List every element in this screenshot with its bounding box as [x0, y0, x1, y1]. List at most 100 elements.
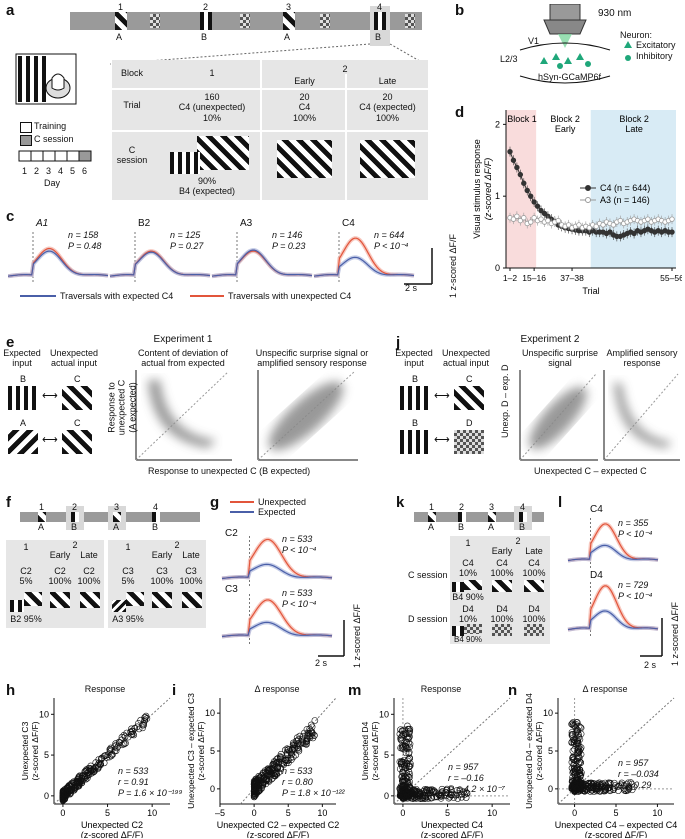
data-point	[256, 780, 264, 788]
stim	[152, 592, 172, 608]
y-tick-label: 0	[44, 791, 49, 801]
stim	[524, 624, 544, 636]
data-point	[428, 787, 435, 795]
trace-n: n = 125	[170, 230, 201, 240]
unexpected-sem-band	[8, 246, 109, 279]
data-point	[458, 790, 466, 798]
data-point	[311, 717, 319, 724]
data-point	[514, 213, 520, 219]
panel-a-label: a	[6, 2, 15, 19]
data-point	[517, 171, 524, 178]
c-cell: C4 10%	[458, 558, 477, 579]
data-point	[521, 180, 527, 186]
y-axis-label: (z-scored ΔF/F)	[534, 721, 544, 780]
stim	[71, 512, 79, 522]
data-point	[405, 773, 412, 781]
data-point	[295, 736, 302, 743]
data-point	[615, 782, 623, 790]
neuron-legend-excitatory: Excitatory	[636, 40, 676, 50]
bar-number: 3	[286, 2, 292, 12]
data-point	[601, 784, 609, 792]
data-point	[573, 785, 581, 792]
stim-c4-unexpected	[197, 136, 249, 170]
x-axis-label: (z-scored ΔF/F)	[585, 830, 648, 838]
experiment-2-schematics	[519, 370, 680, 461]
data-point	[585, 780, 592, 787]
data-point	[400, 792, 408, 799]
panel-f-label: f	[6, 494, 11, 511]
panel-c-label: c	[6, 208, 15, 225]
trace-n: n = 355	[618, 518, 649, 528]
bar-letter: A	[116, 32, 123, 42]
data-point	[68, 782, 75, 790]
day-boxes	[18, 150, 92, 162]
c-cell: C4 100%	[490, 558, 514, 579]
data-point	[617, 217, 623, 224]
panel-c-traces	[8, 232, 433, 297]
early: Early	[49, 550, 71, 560]
data-point	[289, 742, 297, 750]
table-col2-trial: 20 C4 100%	[292, 92, 317, 123]
x-tick-label: 37–38	[560, 273, 584, 283]
bar-number: 1	[118, 2, 124, 12]
area-label: V1	[528, 36, 540, 46]
legend-training: Training	[34, 121, 67, 131]
y-axis-label: Unexpected C3	[20, 721, 30, 780]
data-point	[593, 223, 599, 230]
trace-p: P = 0.23	[272, 241, 306, 251]
data-point	[404, 734, 412, 742]
stim-b4-expected	[170, 152, 200, 174]
data-point	[574, 764, 582, 771]
bar-number: 2	[72, 502, 78, 512]
panel-l-traces	[567, 518, 663, 657]
data-point	[275, 769, 283, 776]
c3-cell: C3 5%	[121, 566, 135, 587]
trace-title: C4	[342, 218, 355, 229]
panel-j-label: j	[396, 334, 401, 351]
data-point	[59, 797, 67, 804]
layer-label: L2/3	[500, 54, 518, 64]
data-point	[120, 731, 128, 739]
y-tick-label: 10	[543, 708, 553, 718]
data-point	[404, 745, 412, 753]
y-axis-label: Unexpected D4 – expected D4	[524, 693, 534, 809]
data-point	[456, 786, 464, 794]
c2-cell: C2 100%	[48, 566, 72, 587]
stim-a	[8, 430, 38, 454]
data-point	[593, 785, 601, 793]
y-tick-label: 10	[379, 709, 389, 719]
data-point	[296, 732, 304, 740]
data-point	[121, 733, 129, 740]
day-tick: 6	[82, 166, 88, 176]
data-point	[281, 757, 288, 765]
x-tick-label: 10	[652, 808, 662, 818]
data-point	[531, 199, 537, 205]
data-point	[453, 787, 461, 794]
table-early: Early	[294, 76, 315, 86]
y-tick-label: 0	[495, 263, 500, 273]
panel-g-legend-lines	[230, 501, 254, 513]
stat-r: r = –0.16	[448, 773, 484, 783]
data-point	[541, 210, 548, 217]
expected-input-label: Expected input	[395, 348, 433, 369]
trace-title: C2	[225, 528, 238, 539]
stim-b4	[374, 12, 386, 30]
neuron-legend-inhibitory: Inhibitory	[636, 51, 673, 61]
panel-m-label: m	[348, 682, 362, 699]
trace-p: P < 10⁻⁴	[618, 529, 653, 539]
bar-number: 4	[520, 502, 526, 512]
scale-time: 2 s	[405, 283, 418, 293]
data-point	[260, 770, 267, 778]
block2: 2	[515, 536, 521, 546]
bar-number: 1	[429, 502, 435, 512]
neuron-legend-title: Neuron:	[620, 30, 653, 40]
bar-number: 4	[377, 2, 383, 12]
bar-letter: B	[458, 522, 465, 532]
data-point	[405, 733, 412, 741]
experiment-2-xlabel: Unexpected C – expected C	[534, 466, 647, 476]
expected-trace	[211, 249, 313, 277]
y-tick-label: 5	[210, 746, 215, 756]
y-tick-label: 10	[39, 709, 49, 719]
legend-expected: Traversals with expected C4	[60, 291, 174, 301]
data-point	[97, 760, 104, 767]
